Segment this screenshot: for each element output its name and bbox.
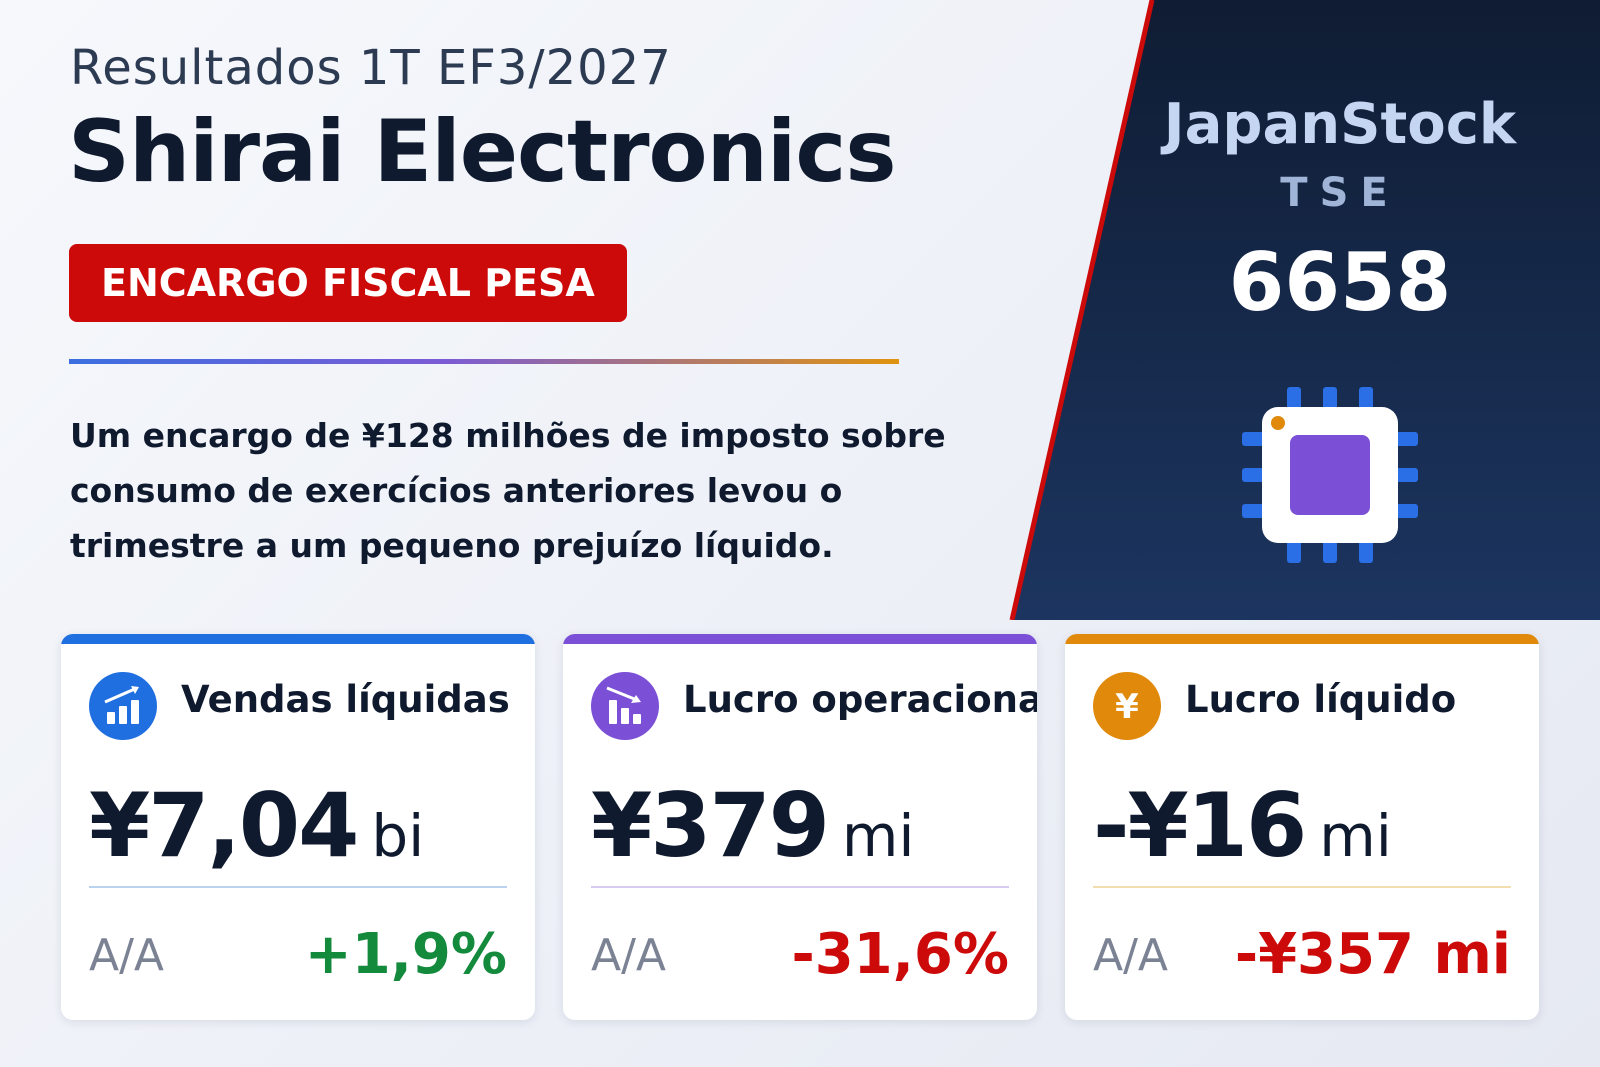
metric-card-net-sales: Vendas líquidas ¥7,04 bi A/A +1,9% [61,634,535,1020]
yoy-value: -¥357 mi [1234,922,1511,987]
card-label: Lucro líquido [1185,678,1457,721]
chip-icon [1242,387,1418,563]
card-value-number: ¥379 [591,774,830,877]
bar-chart-up-icon [89,672,157,740]
card-value-unit: mi [841,802,915,870]
bar-chart-down-icon [591,672,659,740]
card-value-number: -¥16 [1093,774,1307,877]
ticker-code: 6658 [1228,236,1452,329]
card-value-unit: bi [371,802,425,870]
gradient-divider [69,359,899,364]
brand-exchange: TSE [1280,170,1400,216]
yoy-label: A/A [89,930,165,981]
card-divider [1093,886,1511,888]
metric-card-net-profit: ¥ Lucro líquido -¥16 mi A/A -¥357 mi [1065,634,1539,1020]
summary-text: Um encargo de ¥128 milhões de imposto so… [70,416,946,565]
metric-card-operating-profit: Lucro operacional ¥379 mi A/A -31,6% [563,634,1037,1020]
card-label: Vendas líquidas [181,678,510,721]
card-accent-bar [563,634,1037,644]
yen-icon: ¥ [1093,672,1161,740]
card-value: ¥379 mi [591,774,915,877]
card-accent-bar [1065,634,1539,644]
yoy-value: -31,6% [791,922,1009,987]
yoy-value: +1,9% [304,922,507,987]
yen-glyph: ¥ [1115,687,1139,727]
brand-name: JapanStock [1163,92,1517,157]
card-divider [591,886,1009,888]
card-accent-bar [61,634,535,644]
card-value: ¥7,04 bi [89,774,424,877]
card-label: Lucro operacional [683,678,1037,721]
card-value-unit: mi [1319,802,1392,870]
company-title: Shirai Electronics [68,102,897,202]
card-value: -¥16 mi [1093,774,1392,877]
yoy-label: A/A [1093,930,1169,981]
yoy-label: A/A [591,930,667,981]
report-subtitle: Resultados 1T EF3/2027 [70,40,672,96]
card-divider [89,886,507,888]
alert-badge: ENCARGO FISCAL PESA [69,244,627,322]
card-value-number: ¥7,04 [89,774,359,877]
brand-panel [1009,0,1600,620]
